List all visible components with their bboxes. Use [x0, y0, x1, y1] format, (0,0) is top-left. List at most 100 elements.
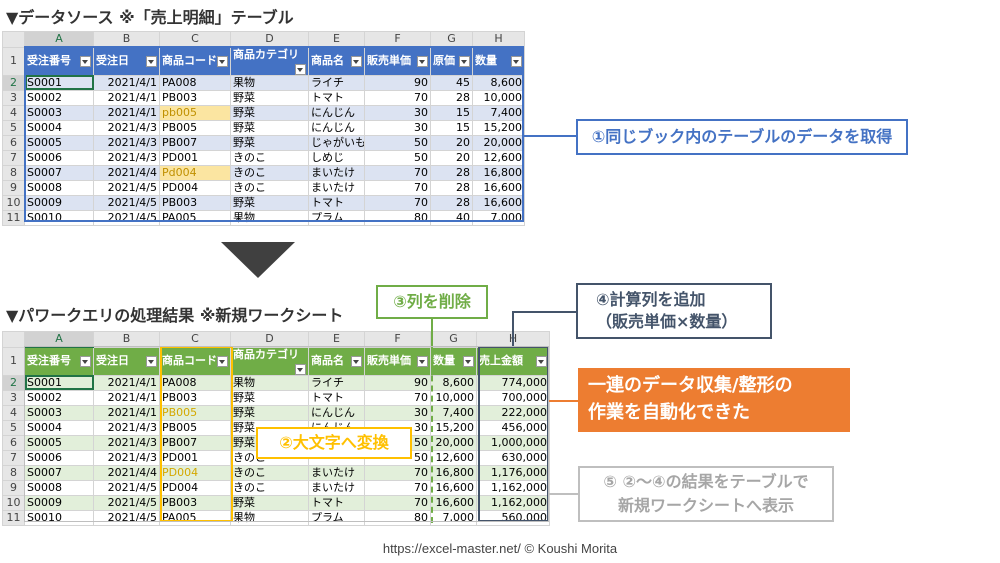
row-number[interactable]: 10: [2, 494, 25, 511]
filter-dropdown-icon[interactable]: [351, 356, 362, 367]
table-cell[interactable]: 野菜: [230, 194, 309, 211]
header-cell[interactable]: 商品カテゴリ: [230, 346, 309, 376]
header-cell[interactable]: 商品コード: [159, 346, 231, 376]
table-cell[interactable]: PD001: [159, 149, 231, 166]
table-cell[interactable]: S0005: [24, 434, 94, 451]
row-number[interactable]: 11: [2, 509, 25, 526]
row-number[interactable]: 1: [2, 46, 25, 76]
table-cell[interactable]: 15,200: [472, 119, 525, 136]
table-cell[interactable]: きのこ: [230, 179, 309, 196]
filter-dropdown-icon[interactable]: [417, 356, 428, 367]
header-cell[interactable]: 売上金額: [476, 346, 550, 376]
table-cell[interactable]: 8,600: [430, 374, 477, 391]
table-cell[interactable]: きのこ: [230, 164, 309, 181]
table-cell[interactable]: 2021/4/5: [93, 494, 160, 511]
column-letter[interactable]: E: [308, 331, 365, 348]
table-cell[interactable]: 70: [364, 164, 431, 181]
column-letter[interactable]: B: [93, 331, 160, 348]
table-cell[interactable]: 果物: [230, 74, 309, 91]
table-cell[interactable]: きのこ: [230, 464, 309, 481]
table-cell[interactable]: 1,176,000: [476, 464, 550, 481]
table-cell[interactable]: 2021/4/5: [93, 179, 160, 196]
table-cell[interactable]: S0001: [24, 374, 94, 391]
row-number[interactable]: 2: [2, 74, 25, 91]
table-cell[interactable]: 2021/4/1: [93, 389, 160, 406]
column-letter[interactable]: A: [24, 331, 94, 348]
table-cell[interactable]: 28: [430, 164, 473, 181]
table-cell[interactable]: 28: [430, 89, 473, 106]
table-cell[interactable]: 70: [364, 479, 431, 496]
filter-dropdown-icon[interactable]: [80, 56, 91, 68]
row-number[interactable]: 5: [2, 419, 25, 436]
table-cell[interactable]: 2021/4/5: [93, 194, 160, 211]
table-cell[interactable]: 2021/4/1: [93, 374, 160, 391]
table-cell[interactable]: S0009: [24, 194, 94, 211]
column-letter[interactable]: F: [364, 31, 431, 48]
column-letter[interactable]: E: [308, 31, 365, 48]
table-cell[interactable]: 8,600: [472, 74, 525, 91]
table-cell[interactable]: じゃがいも: [308, 134, 365, 151]
table-cell[interactable]: 2021/4/4: [93, 464, 160, 481]
table-cell[interactable]: S0003: [24, 404, 94, 421]
table-cell[interactable]: 16,600: [430, 479, 477, 496]
table-cell[interactable]: 2021/4/3: [93, 149, 160, 166]
table-cell[interactable]: S0001: [24, 74, 94, 91]
row-number[interactable]: 4: [2, 404, 25, 421]
column-letter[interactable]: B: [93, 31, 160, 48]
table-cell[interactable]: 70: [364, 179, 431, 196]
table-cell[interactable]: 30: [364, 104, 431, 121]
table-cell[interactable]: 28: [430, 179, 473, 196]
table-cell[interactable]: 16,600: [472, 194, 525, 211]
table-cell[interactable]: 1,162,000: [476, 494, 550, 511]
table-cell[interactable]: にんじん: [308, 104, 365, 121]
table-cell[interactable]: PD004: [159, 464, 231, 481]
row-number[interactable]: 7: [2, 449, 25, 466]
table-cell[interactable]: PA008: [159, 374, 231, 391]
table-cell[interactable]: Pd004: [159, 164, 231, 181]
table-cell[interactable]: 野菜: [230, 404, 309, 421]
table-cell[interactable]: PD001: [159, 449, 231, 466]
row-number[interactable]: 10: [2, 194, 25, 211]
filter-dropdown-icon[interactable]: [459, 56, 470, 67]
table-cell[interactable]: 2021/4/3: [93, 419, 160, 436]
table-cell[interactable]: まいたけ: [308, 164, 365, 181]
header-cell[interactable]: 商品カテゴリ: [230, 46, 309, 76]
table-cell[interactable]: 15: [430, 104, 473, 121]
filter-dropdown-icon[interactable]: [463, 356, 474, 367]
table-cell[interactable]: 16,800: [472, 164, 525, 181]
header-cell[interactable]: 商品コード: [159, 46, 231, 76]
column-letter[interactable]: D: [230, 31, 309, 48]
header-cell[interactable]: 受注番号: [24, 346, 94, 376]
row-number[interactable]: 6: [2, 134, 25, 151]
table-cell[interactable]: 456,000: [476, 419, 550, 436]
table-cell[interactable]: トマト: [308, 389, 365, 406]
table-cell[interactable]: 15,200: [430, 419, 477, 436]
row-number[interactable]: 9: [2, 179, 25, 196]
table-cell[interactable]: 45: [430, 74, 473, 91]
header-cell[interactable]: 販売単価: [364, 46, 431, 76]
table-cell[interactable]: 2021/4/1: [93, 104, 160, 121]
row-number[interactable]: 11: [2, 209, 25, 226]
select-all-corner[interactable]: [2, 31, 25, 48]
table-cell[interactable]: トマト: [308, 494, 365, 511]
filter-dropdown-icon[interactable]: [295, 363, 306, 374]
table-cell[interactable]: 野菜: [230, 494, 309, 511]
table-cell[interactable]: PA008: [159, 74, 231, 91]
table-cell[interactable]: 700,000: [476, 389, 550, 406]
row-number[interactable]: 8: [2, 164, 25, 181]
table-cell[interactable]: 7,400: [472, 104, 525, 121]
row-number[interactable]: 2: [2, 374, 25, 391]
table-cell[interactable]: 2021/4/1: [93, 89, 160, 106]
column-letter[interactable]: H: [472, 31, 525, 48]
table-cell[interactable]: 10,000: [472, 89, 525, 106]
table-cell[interactable]: S0004: [24, 419, 94, 436]
table-cell[interactable]: ライチ: [308, 74, 365, 91]
table-cell[interactable]: まいたけ: [308, 464, 365, 481]
table-cell[interactable]: 70: [364, 389, 431, 406]
row-number[interactable]: 1: [2, 346, 25, 376]
header-cell[interactable]: 数量: [430, 346, 477, 376]
table-cell[interactable]: PB007: [159, 434, 231, 451]
table-cell[interactable]: S0002: [24, 89, 94, 106]
table-cell[interactable]: 10,000: [430, 389, 477, 406]
table-cell[interactable]: S0006: [24, 449, 94, 466]
